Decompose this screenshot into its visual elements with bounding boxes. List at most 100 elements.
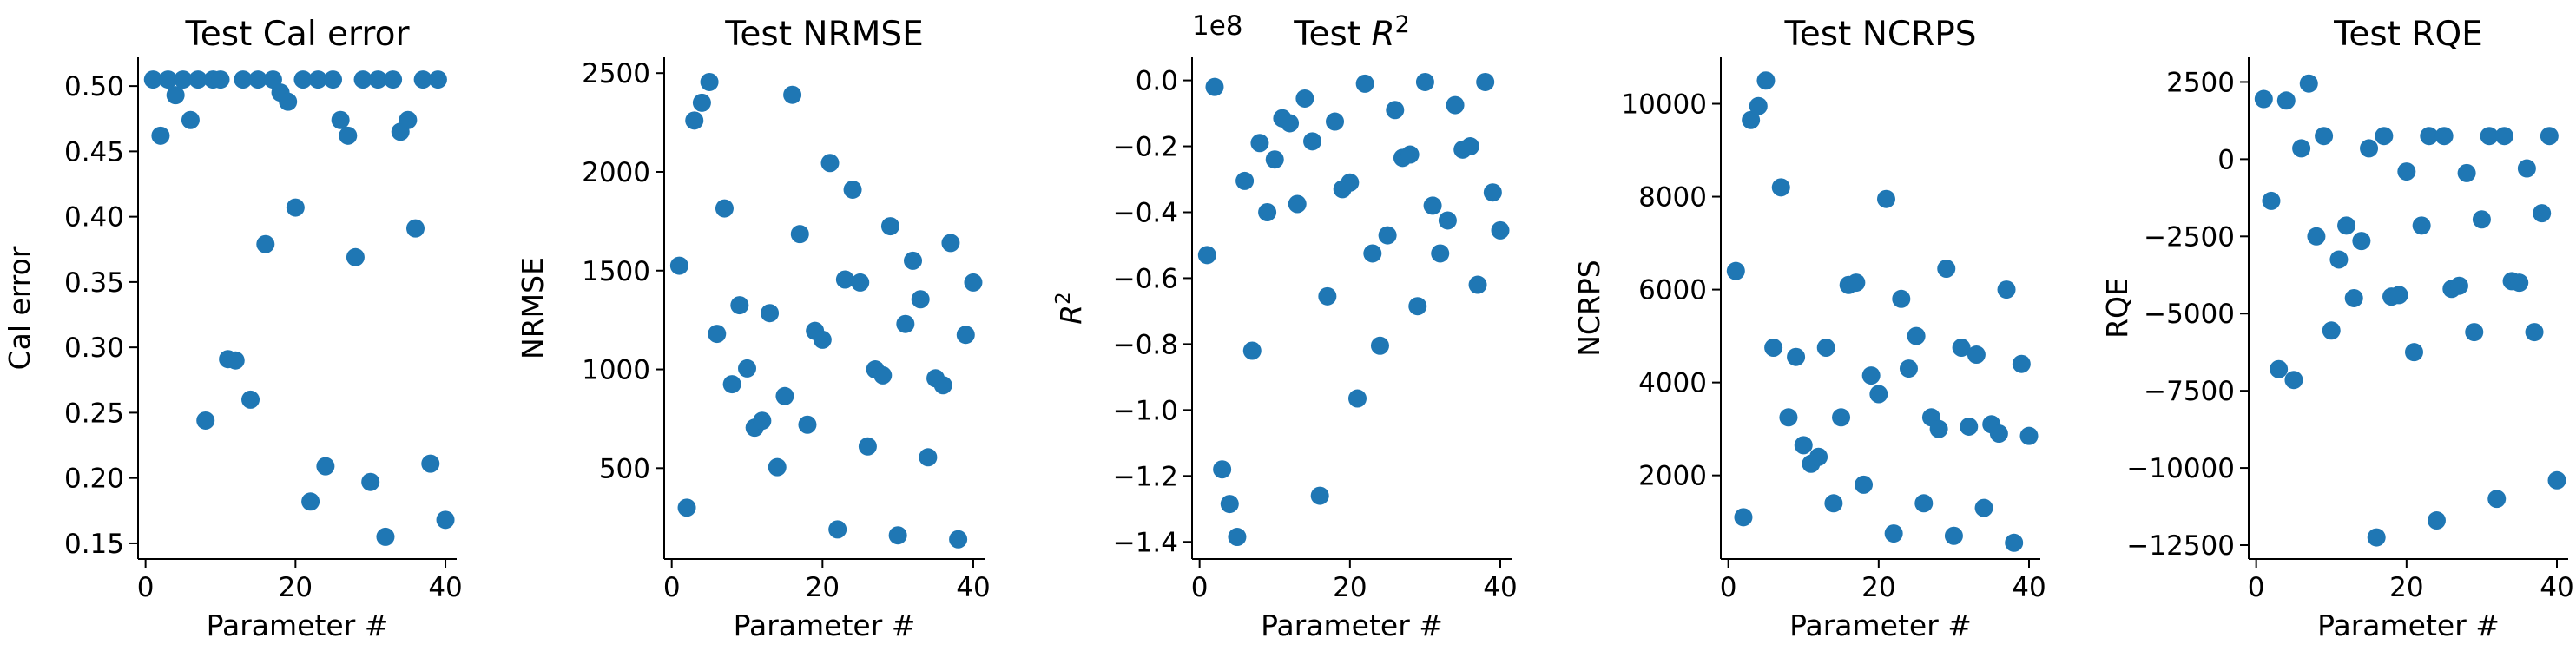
data-point	[2019, 426, 2039, 445]
data-point	[783, 85, 802, 104]
y-tick-label: 2000	[582, 157, 650, 188]
data-point	[1213, 460, 1232, 479]
data-point	[421, 454, 440, 473]
data-point	[738, 359, 757, 378]
data-point	[1205, 77, 1224, 96]
data-point	[1952, 338, 1971, 357]
data-point	[753, 411, 772, 431]
data-point	[820, 154, 840, 173]
data-point	[248, 70, 267, 89]
data-point	[2276, 91, 2296, 110]
data-point	[159, 70, 178, 89]
data-point	[2533, 204, 2552, 223]
data-point	[1370, 336, 1389, 355]
x-axis-label: Parameter #	[207, 609, 389, 642]
data-point	[1876, 189, 1895, 208]
subplot-3: Test R20 20 40−1.4−1.2−1.0−0.8−0.6−0.4−0.2…	[1052, 10, 1518, 642]
data-point	[211, 70, 230, 89]
y-tick-label: 0.0	[1136, 66, 1178, 97]
data-point	[1892, 289, 1911, 308]
x-tick-label: 20	[1333, 572, 1367, 603]
data-point	[1771, 178, 1790, 197]
data-point	[2494, 127, 2513, 146]
y-tick-label: 10000	[1621, 89, 1707, 121]
data-point	[692, 93, 711, 112]
y-tick-label: 0	[2217, 144, 2235, 175]
data-point	[708, 325, 727, 344]
y-tick-label: −1.0	[1113, 395, 1178, 426]
y-tick-label: 0.45	[64, 136, 124, 168]
data-point	[1281, 114, 1300, 133]
data-point	[933, 376, 952, 395]
data-point	[316, 457, 335, 476]
data-point	[858, 437, 877, 456]
x-tick-label: 40	[428, 572, 462, 603]
data-point	[1446, 95, 1465, 115]
y-tick-label: −1.4	[1113, 527, 1178, 558]
y-tick-label: 0.50	[64, 71, 124, 102]
data-point	[1855, 475, 1874, 494]
x-axis-label: Parameter #	[2317, 609, 2500, 642]
data-point	[376, 527, 395, 546]
data-point	[2337, 216, 2356, 235]
data-point	[1794, 436, 1813, 455]
data-point	[911, 290, 930, 309]
data-point	[234, 70, 253, 89]
data-point	[1468, 275, 1487, 294]
data-point	[2322, 321, 2341, 340]
data-point	[1824, 494, 1843, 513]
data-point	[2360, 139, 2379, 158]
data-point	[1228, 528, 1247, 547]
data-point	[2270, 359, 2289, 378]
title-symbol: R	[1371, 15, 1394, 54]
title-text: Test	[1293, 15, 1371, 54]
x-tick-label: 40	[2540, 572, 2573, 603]
data-point	[1967, 345, 1986, 365]
data-point	[2375, 127, 2394, 146]
data-point	[2480, 127, 2499, 146]
x-tick-label: 40	[2012, 572, 2046, 603]
data-point	[761, 304, 780, 323]
y-tick-label: 0.35	[64, 267, 124, 299]
data-point	[1423, 196, 1442, 215]
data-point	[2427, 511, 2446, 530]
data-point	[279, 92, 298, 111]
data-point	[2299, 74, 2318, 93]
data-point	[1363, 244, 1382, 263]
x-tick-label: 0	[663, 572, 681, 603]
y-tick-label: −0.2	[1113, 132, 1178, 163]
data-point	[768, 457, 787, 477]
data-point	[2472, 210, 2491, 229]
data-point	[1378, 226, 1397, 245]
data-point	[1318, 286, 1337, 306]
data-point	[1997, 280, 2016, 299]
data-point	[1914, 494, 1934, 513]
data-point	[361, 472, 380, 491]
data-point	[1816, 338, 1835, 357]
data-point	[2540, 127, 2559, 146]
y-tick-label: −10000	[2126, 453, 2235, 484]
data-point	[256, 234, 275, 253]
data-point	[1460, 137, 1479, 156]
data-point	[2525, 323, 2544, 342]
title-superscript: 2	[1395, 11, 1410, 38]
data-point	[1742, 110, 1761, 129]
data-point	[188, 70, 208, 89]
data-point	[436, 510, 455, 530]
data-point	[1779, 408, 1798, 427]
data-point	[1764, 338, 1783, 357]
data-point	[669, 256, 688, 275]
data-point	[2352, 232, 2371, 251]
data-point	[2517, 159, 2536, 178]
data-point	[1734, 508, 1753, 527]
y-tick-label: −12500	[2126, 530, 2235, 562]
y-tick-label: 0.20	[64, 464, 124, 495]
data-point	[1415, 72, 1434, 91]
data-point	[293, 70, 313, 89]
data-point	[1310, 486, 1329, 505]
y-tick-label: −7500	[2144, 376, 2235, 407]
data-point	[1400, 145, 1420, 164]
data-point	[2412, 216, 2431, 235]
y-tick-label: 0.30	[64, 332, 124, 364]
